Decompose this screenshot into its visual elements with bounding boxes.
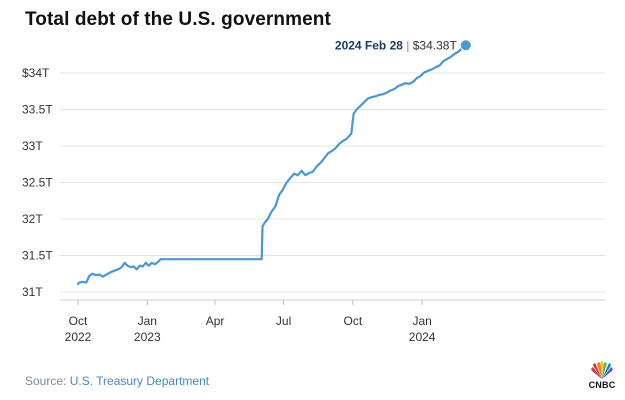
- gridlines: [60, 72, 605, 293]
- y-tick-label: 32.5T: [22, 176, 53, 190]
- annotation: 2024 Feb 28 | $34.38T: [335, 38, 472, 52]
- endpoint-marker: [459, 39, 472, 52]
- x-tick-label: Jan: [138, 314, 157, 328]
- x-tick-label: Oct: [344, 314, 363, 328]
- debt-series-line: [76, 44, 467, 286]
- source-note: Source: U.S. Treasury Department: [25, 374, 209, 388]
- x-tick-label: Jan: [412, 314, 431, 328]
- x-tick-year-label: 2022: [65, 330, 92, 344]
- x-tick-year-label: 2023: [134, 330, 161, 344]
- endpoint-separator: |: [403, 38, 413, 52]
- series: [76, 44, 467, 286]
- endpoint-label: 2024 Feb 28 | $34.38T: [335, 38, 458, 52]
- x-tick-label: Jul: [276, 314, 291, 328]
- y-tick-label: $34T: [22, 66, 50, 80]
- source-label: Source:: [25, 374, 67, 388]
- y-tick-label: 31.5T: [22, 249, 53, 263]
- cnbc-logo-text: CNBC: [588, 380, 616, 390]
- y-tick-label: 33T: [22, 139, 43, 153]
- x-tick-label: Oct: [69, 314, 88, 328]
- cnbc-logo: CNBC: [585, 361, 619, 391]
- y-tick-labels: 31T 31.5T 32T 32.5T 33T 33.5T $34T: [22, 66, 53, 299]
- y-tick-label: 33.5T: [22, 103, 53, 117]
- y-tick-label: 31T: [22, 285, 43, 299]
- cnbc-peacock-icon: [591, 361, 613, 379]
- endpoint-date: 2024 Feb 28: [335, 38, 403, 52]
- source-value: U.S. Treasury Department: [69, 374, 210, 388]
- x-tick-label: Apr: [206, 314, 225, 328]
- axes: [60, 299, 605, 305]
- x-tick-labels: Oct 2022 Jan 2023 Apr Jul Oct Jan 2024: [65, 314, 436, 344]
- y-tick-label: 32T: [22, 212, 43, 226]
- chart-title: Total debt of the U.S. government: [25, 9, 331, 30]
- x-tick-year-label: 2024: [409, 330, 436, 344]
- endpoint-value: $34.38T: [413, 38, 458, 52]
